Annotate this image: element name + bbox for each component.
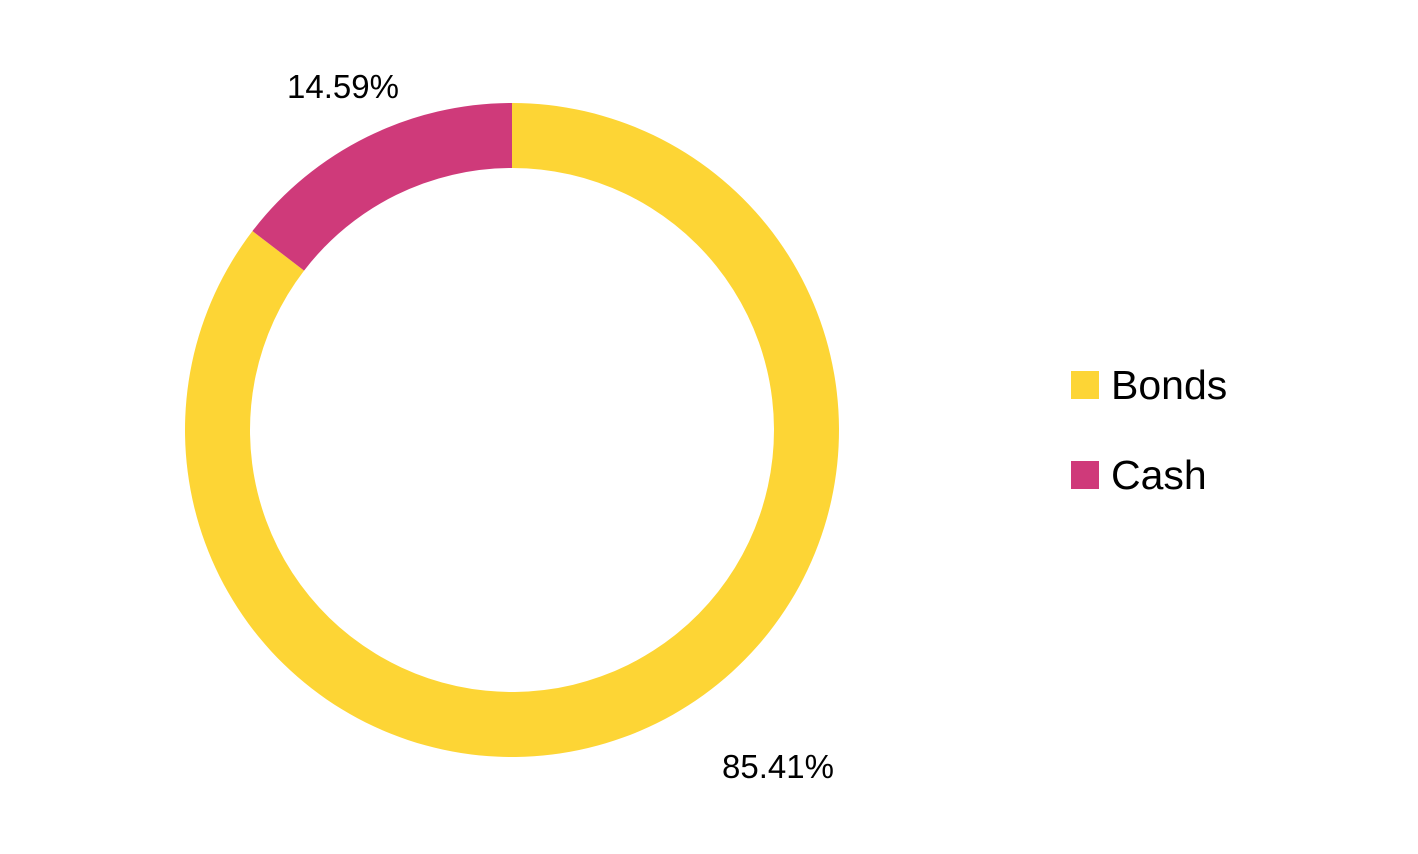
chart-legend: Bonds Cash [1071, 357, 1227, 537]
legend-item-bonds[interactable]: Bonds [1071, 357, 1227, 413]
data-labels: 85.41% 14.59% [287, 68, 834, 785]
legend-item-cash[interactable]: Cash [1071, 447, 1227, 503]
legend-swatch-bonds [1071, 371, 1099, 399]
legend-label-cash: Cash [1111, 451, 1207, 498]
donut-slices [185, 103, 840, 758]
legend-swatch-cash [1071, 461, 1099, 489]
slice-cash[interactable] [252, 103, 512, 271]
legend-label-bonds: Bonds [1111, 361, 1228, 408]
data-label-bonds: 85.41% [722, 748, 834, 785]
data-label-cash: 14.59% [287, 68, 399, 105]
